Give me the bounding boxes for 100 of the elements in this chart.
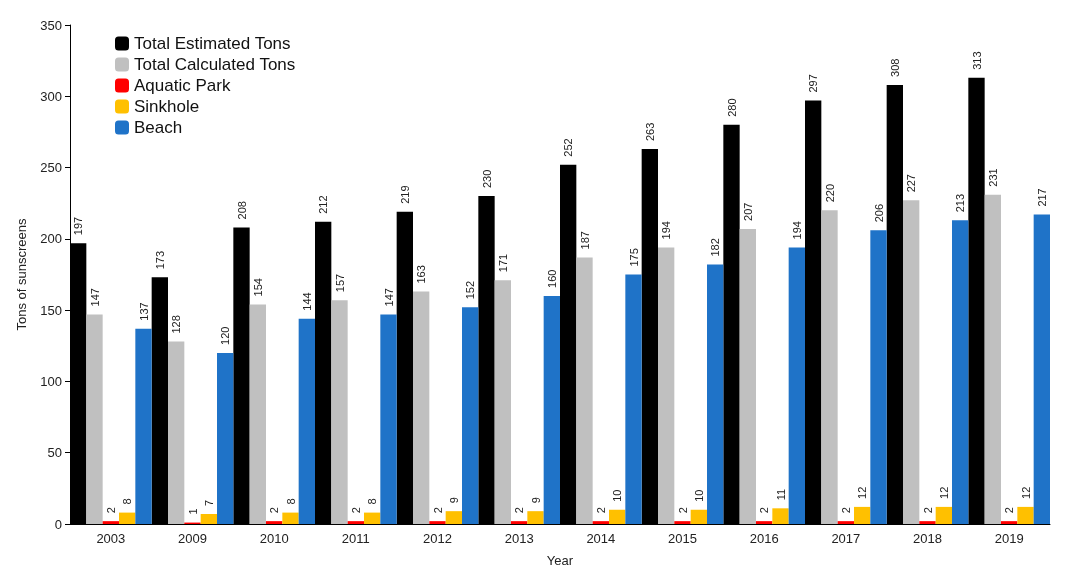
x-tick-label: 2015 — [668, 531, 697, 546]
data-label: 2 — [268, 507, 281, 514]
bar — [527, 511, 544, 524]
x-tick-label: 2011 — [341, 531, 370, 546]
bar — [364, 512, 381, 524]
y-tick-label: 150 — [40, 302, 62, 318]
bar — [772, 508, 789, 524]
x-tick-label: 2014 — [586, 531, 616, 546]
x-tick-label: 2016 — [749, 531, 779, 546]
bar — [266, 521, 283, 524]
x-tick-label: 2009 — [178, 531, 207, 546]
bar — [168, 341, 185, 524]
bar — [494, 280, 511, 524]
bar — [609, 509, 626, 524]
bar — [837, 521, 854, 524]
data-label: 10 — [611, 489, 624, 502]
x-axis-title: Year — [546, 553, 574, 568]
data-label: 9 — [529, 497, 542, 504]
bar — [86, 314, 103, 524]
legend-label: Total Calculated Tons — [134, 55, 296, 74]
data-label: 163 — [415, 265, 428, 284]
data-label: 7 — [202, 499, 215, 507]
data-label: 2 — [431, 507, 444, 514]
y-tick-label: 0 — [54, 516, 62, 532]
bar — [200, 514, 217, 524]
x-tick-label: 2018 — [913, 531, 942, 546]
bar — [511, 521, 528, 524]
bar — [135, 328, 152, 524]
data-label: 1 — [186, 508, 199, 515]
bar — [707, 264, 724, 524]
x-tick-label: 2003 — [96, 531, 126, 546]
bar — [658, 247, 675, 524]
bar — [756, 521, 773, 524]
y-tick-label: 350 — [40, 17, 62, 33]
bar — [429, 521, 446, 524]
data-label: 11 — [774, 488, 787, 501]
data-label: 220 — [823, 183, 836, 203]
data-label: 194 — [790, 221, 803, 240]
bar — [919, 521, 936, 524]
data-label: 157 — [333, 273, 346, 293]
x-tick-label: 2017 — [831, 531, 861, 546]
x-tick-label: 2012 — [423, 531, 452, 546]
legend-label: Total Estimated Tons — [134, 34, 291, 53]
data-label: 128 — [170, 315, 183, 334]
data-label: 2 — [676, 507, 689, 514]
data-label: 2 — [104, 507, 117, 514]
data-label: 12 — [856, 486, 869, 499]
data-label: 2 — [921, 507, 934, 514]
data-label: 8 — [366, 498, 379, 505]
bar — [625, 274, 642, 524]
bar — [1001, 521, 1018, 524]
data-label: 2 — [839, 507, 852, 514]
y-tick-label: 50 — [47, 445, 62, 461]
data-label: 280 — [725, 98, 738, 117]
data-label: 206 — [872, 203, 885, 223]
bar — [984, 194, 1001, 524]
data-label: 10 — [692, 489, 705, 502]
data-label: 147 — [382, 288, 395, 307]
bar — [1017, 506, 1034, 524]
data-label: 2 — [594, 507, 607, 514]
x-tick-label: 2013 — [504, 531, 534, 546]
bar — [674, 521, 691, 524]
bar — [249, 304, 266, 524]
data-label: 208 — [235, 201, 248, 220]
data-label: 213 — [954, 193, 967, 213]
bar — [903, 200, 920, 524]
y-axis-title: Tons of sunscreens — [14, 218, 29, 331]
bar — [854, 506, 871, 524]
data-label: 2 — [758, 507, 771, 514]
x-tick-label: 2010 — [259, 531, 289, 546]
data-label: 297 — [807, 74, 820, 93]
bar — [347, 521, 364, 524]
bar — [870, 230, 887, 524]
data-label: 175 — [627, 248, 640, 267]
bar — [821, 210, 838, 524]
y-tick-label: 200 — [40, 231, 62, 247]
legend-label: Sinkhole — [134, 97, 200, 116]
data-label: 160 — [545, 269, 558, 288]
data-label: 12 — [1019, 486, 1032, 499]
bar — [952, 220, 969, 524]
data-label: 173 — [153, 250, 166, 270]
y-tick-label: 250 — [40, 160, 62, 176]
data-label: 8 — [284, 498, 297, 505]
data-label: 9 — [447, 497, 460, 504]
data-label: 313 — [970, 51, 983, 70]
data-label: 171 — [496, 253, 509, 273]
bar — [576, 257, 593, 524]
data-label: 154 — [251, 278, 264, 297]
bar — [788, 247, 805, 524]
bar — [298, 318, 315, 524]
data-label: 219 — [398, 185, 411, 204]
data-label: 8 — [121, 498, 134, 505]
bar — [413, 291, 430, 524]
data-label: 194 — [660, 221, 673, 240]
bar — [1033, 214, 1050, 524]
legend-label: Aquatic Park — [134, 76, 231, 95]
bar — [217, 352, 234, 524]
data-label: 227 — [905, 174, 918, 193]
data-label: 144 — [300, 292, 313, 311]
data-label: 230 — [480, 169, 493, 189]
